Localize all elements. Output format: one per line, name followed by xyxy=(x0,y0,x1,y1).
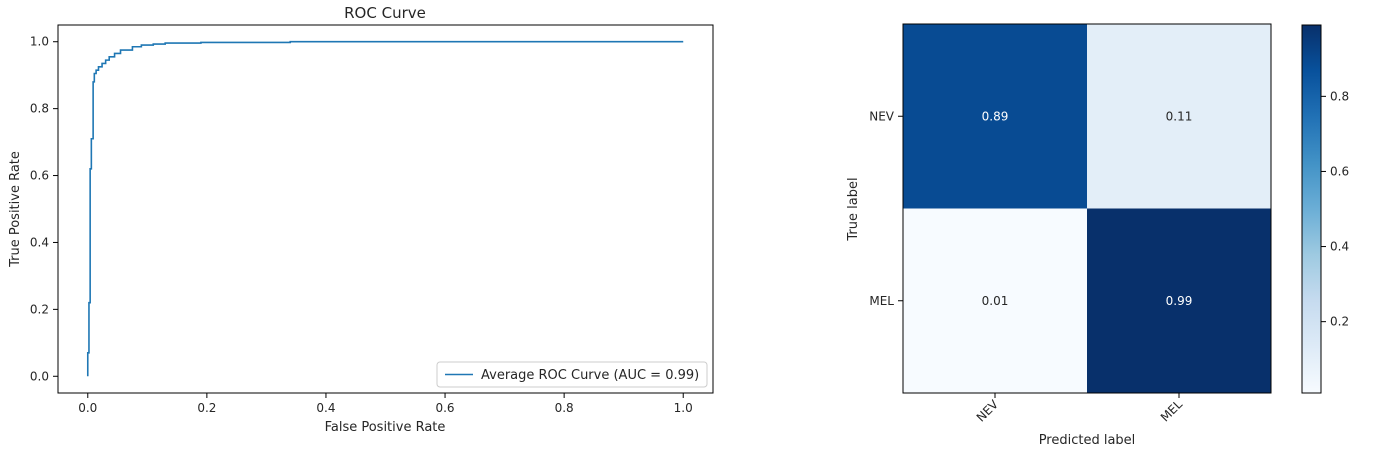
x-tick-label: 0.4 xyxy=(316,401,335,415)
heatmap-frame xyxy=(902,23,1272,394)
roc-curve-line xyxy=(86,40,684,377)
x-tick-label: NEV xyxy=(974,397,1002,425)
legend: Average ROC Curve (AUC = 0.99) xyxy=(436,361,708,388)
confusion-matrix: 0.89 0.11 0.01 0.99 NEV MEL NEV MEL Predicted… xyxy=(846,23,1272,448)
x-axis-ticks: NEV MEL xyxy=(974,393,1186,425)
cell-value-label: 0.01 xyxy=(982,294,1009,308)
plot-area-frame xyxy=(57,24,714,394)
x-tick-label: 0.6 xyxy=(435,401,454,415)
cell-value-label: 0.11 xyxy=(1166,109,1193,123)
y-tick-label: 0.8 xyxy=(30,102,49,116)
roc-chart: ROC Curve 0.0 0.2 0.4 0.6 0.8 1.0 0.00.20.40.… xyxy=(8,4,714,435)
colorbar-tick-label: 0.4 xyxy=(1330,240,1349,254)
colorbar: 0.2 0.4 0.6 0.8 xyxy=(1301,24,1349,394)
cell-value-label: 0.89 xyxy=(982,109,1009,123)
colorbar-gradient xyxy=(1301,24,1322,394)
colorbar-tick-label: 0.8 xyxy=(1330,89,1349,103)
x-axis-label: False Positive Rate xyxy=(325,420,446,435)
cell-value-label: 0.99 xyxy=(1166,294,1193,308)
colorbar-ticks: 0.2 0.4 0.6 0.8 xyxy=(1321,89,1349,329)
x-tick-label: 0.2 xyxy=(197,401,216,415)
heatmap-cell xyxy=(1087,208,1271,393)
colorbar-tick-label: 0.2 xyxy=(1330,315,1349,329)
heatmap-cell xyxy=(1087,24,1271,209)
y-tick-label: NEV xyxy=(869,109,895,123)
y-tick-label: 0.6 xyxy=(30,169,49,183)
y-tick-label: 1.0 xyxy=(30,35,49,49)
x-tick-label: 1.0 xyxy=(674,401,693,415)
x-tick-label: MEL xyxy=(1158,397,1186,425)
legend-box xyxy=(436,361,708,388)
heatmap-cells: 0.89 0.11 0.01 0.99 xyxy=(903,24,1271,393)
y-axis-ticks: NEV MEL xyxy=(869,109,903,308)
y-axis-label: True Positive Rate xyxy=(8,151,23,268)
x-tick-label: 0.8 xyxy=(555,401,574,415)
y-tick-label: MEL xyxy=(869,294,894,308)
x-tick-label: 0.0 xyxy=(78,401,97,415)
legend-label: Average ROC Curve (AUC = 0.99) xyxy=(481,368,699,383)
x-axis-ticks: 0.0 0.2 0.4 0.6 0.8 1.0 xyxy=(78,393,693,415)
roc-series xyxy=(86,40,684,377)
heatmap-cell xyxy=(903,208,1087,393)
colorbar-tick-label: 0.6 xyxy=(1330,164,1349,178)
y-tick-label: 0.4 xyxy=(30,235,49,249)
y-tick-label: 0.0 xyxy=(30,369,49,383)
y-axis-ticks: 0.0 0.2 0.4 0.6 0.8 1.0 xyxy=(30,35,58,383)
y-axis-label: True label xyxy=(846,177,861,241)
chart-title: ROC Curve xyxy=(344,4,426,22)
heatmap-cell xyxy=(903,24,1087,209)
x-axis-label: Predicted label xyxy=(1039,433,1136,448)
y-tick-label: 0.2 xyxy=(30,302,49,316)
